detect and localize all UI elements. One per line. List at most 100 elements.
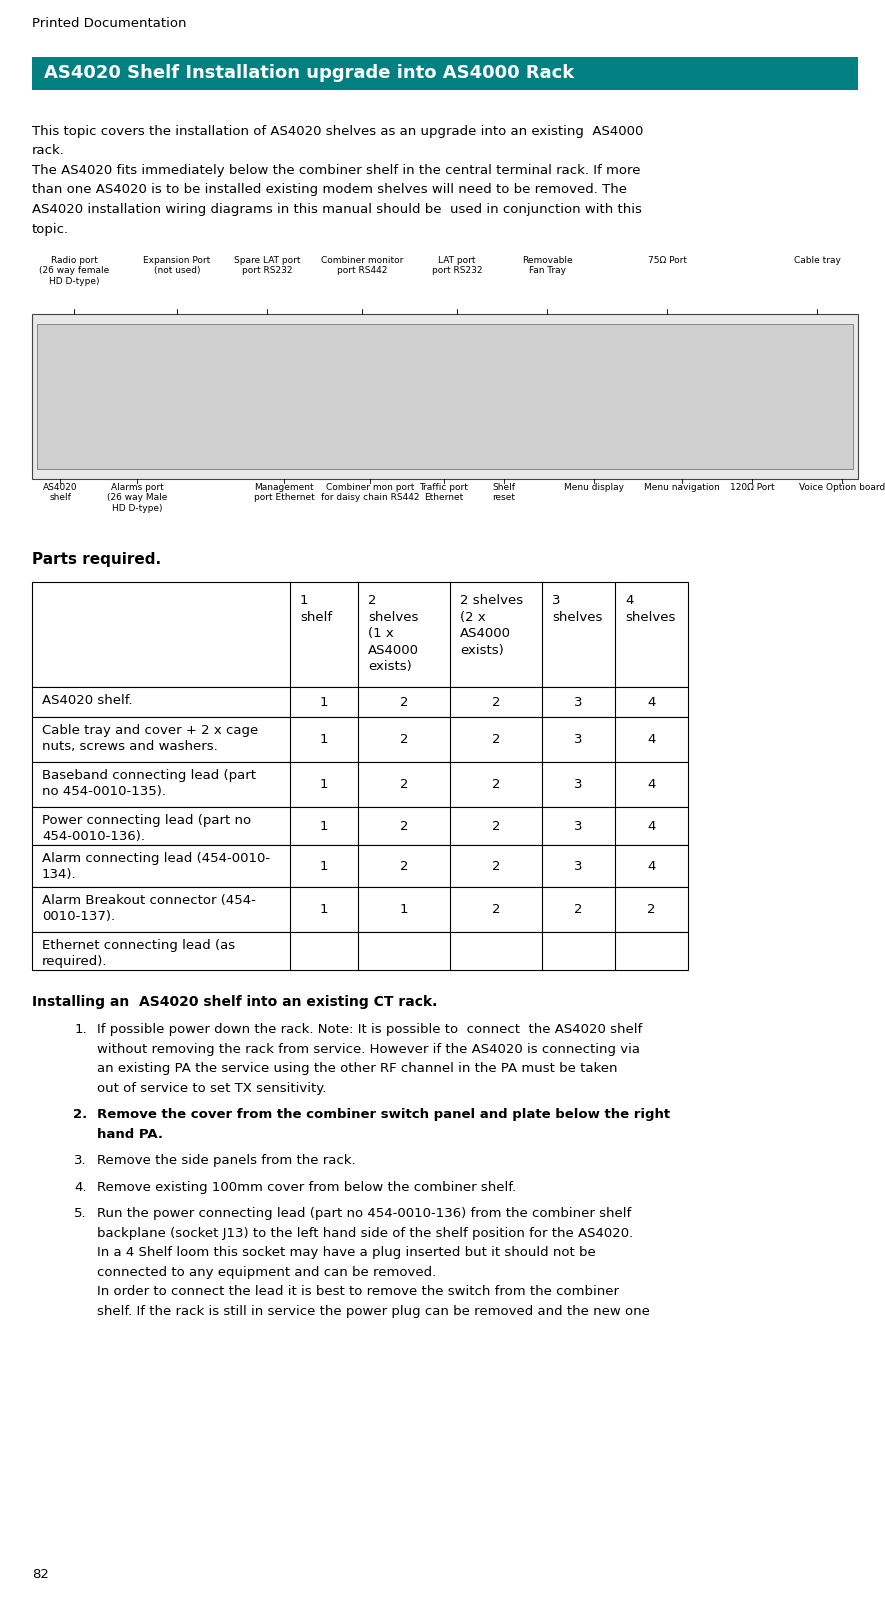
- FancyBboxPatch shape: [32, 582, 688, 688]
- Text: Alarms port
(26 way Male
HD D-type): Alarms port (26 way Male HD D-type): [107, 483, 167, 513]
- Text: Menu navigation: Menu navigation: [644, 483, 720, 492]
- Text: 2
shelves
(1 x
AS4000
exists): 2 shelves (1 x AS4000 exists): [368, 593, 419, 673]
- FancyBboxPatch shape: [32, 716, 688, 763]
- Text: Alarm connecting lead (454-0010-
134).: Alarm connecting lead (454-0010- 134).: [42, 852, 270, 881]
- Text: Radio port
(26 way female
HD D-type): Radio port (26 way female HD D-type): [39, 256, 109, 286]
- Text: If possible power down the rack. Note: It is possible to  connect  the AS4020 sh: If possible power down the rack. Note: I…: [97, 1023, 643, 1036]
- Text: AS4020
shelf: AS4020 shelf: [42, 483, 77, 502]
- Text: Printed Documentation: Printed Documentation: [32, 18, 187, 30]
- Text: 4: 4: [647, 860, 656, 873]
- Text: 2 shelves
(2 x
AS4000
exists): 2 shelves (2 x AS4000 exists): [460, 593, 523, 657]
- Text: 1: 1: [319, 696, 328, 708]
- Text: Menu display: Menu display: [564, 483, 624, 492]
- Text: 1: 1: [400, 903, 408, 916]
- Text: shelf. If the rack is still in service the power plug can be removed and the new: shelf. If the rack is still in service t…: [97, 1305, 650, 1318]
- Text: Shelf
reset: Shelf reset: [492, 483, 515, 502]
- Text: 2: 2: [400, 696, 408, 708]
- Text: 2: 2: [492, 820, 500, 833]
- Text: 2: 2: [492, 860, 500, 873]
- Text: 2: 2: [492, 696, 500, 708]
- Text: 2: 2: [574, 903, 582, 916]
- Text: Run the power connecting lead (part no 454-0010-136) from the combiner shelf: Run the power connecting lead (part no 4…: [97, 1207, 631, 1220]
- Text: Remove existing 100mm cover from below the combiner shelf.: Remove existing 100mm cover from below t…: [97, 1180, 516, 1193]
- Text: 5.: 5.: [74, 1207, 87, 1220]
- Text: 4: 4: [647, 779, 656, 792]
- Text: 4: 4: [647, 732, 656, 747]
- Text: Ethernet connecting lead (as
required).: Ethernet connecting lead (as required).: [42, 939, 235, 967]
- Text: connected to any equipment and can be removed.: connected to any equipment and can be re…: [97, 1265, 436, 1279]
- Text: 2: 2: [492, 732, 500, 747]
- FancyBboxPatch shape: [32, 887, 688, 932]
- Text: Traffic port
Ethernet: Traffic port Ethernet: [419, 483, 468, 502]
- Text: 3: 3: [574, 820, 582, 833]
- Text: Parts required.: Parts required.: [32, 552, 161, 568]
- Text: 2: 2: [400, 860, 408, 873]
- Text: 4: 4: [647, 820, 656, 833]
- Text: rack.: rack.: [32, 144, 65, 157]
- Text: In order to connect the lead it is best to remove the switch from the combiner: In order to connect the lead it is best …: [97, 1286, 619, 1298]
- Text: Power connecting lead (part no
454-0010-136).: Power connecting lead (part no 454-0010-…: [42, 814, 251, 843]
- Text: 2: 2: [400, 779, 408, 792]
- Text: Alarm Breakout connector (454-
0010-137).: Alarm Breakout connector (454- 0010-137)…: [42, 894, 256, 923]
- Text: Baseband connecting lead (part
no 454-0010-135).: Baseband connecting lead (part no 454-00…: [42, 769, 256, 798]
- Text: 3: 3: [574, 779, 582, 792]
- Text: LAT port
port RS232: LAT port port RS232: [432, 256, 482, 275]
- Text: Remove the cover from the combiner switch panel and plate below the right: Remove the cover from the combiner switc…: [97, 1108, 670, 1121]
- Text: Remove the side panels from the rack.: Remove the side panels from the rack.: [97, 1154, 356, 1167]
- Text: 1: 1: [319, 860, 328, 873]
- Text: out of service to set TX sensitivity.: out of service to set TX sensitivity.: [97, 1081, 327, 1094]
- Text: In a 4 Shelf loom this socket may have a plug inserted but it should not be: In a 4 Shelf loom this socket may have a…: [97, 1246, 596, 1258]
- Text: This topic covers the installation of AS4020 shelves as an upgrade into an exist: This topic covers the installation of AS…: [32, 125, 643, 138]
- FancyBboxPatch shape: [32, 763, 688, 807]
- Text: backplane (socket J13) to the left hand side of the shelf position for the AS402: backplane (socket J13) to the left hand …: [97, 1226, 634, 1239]
- FancyBboxPatch shape: [32, 313, 858, 480]
- Text: 1: 1: [319, 732, 328, 747]
- Text: Cable tray and cover + 2 x cage
nuts, screws and washers.: Cable tray and cover + 2 x cage nuts, sc…: [42, 724, 258, 753]
- Text: Expansion Port
(not used): Expansion Port (not used): [143, 256, 211, 275]
- Text: 120Ω Port: 120Ω Port: [730, 483, 774, 492]
- FancyBboxPatch shape: [32, 807, 688, 844]
- Text: 3.: 3.: [74, 1154, 87, 1167]
- Text: 75Ω Port: 75Ω Port: [648, 256, 687, 265]
- Text: The AS4020 fits immediately below the combiner shelf in the central terminal rac: The AS4020 fits immediately below the co…: [32, 165, 641, 177]
- Text: than one AS4020 is to be installed existing modem shelves will need to be remove: than one AS4020 is to be installed exist…: [32, 184, 627, 197]
- Text: Management
port Ethernet: Management port Ethernet: [254, 483, 314, 502]
- Text: Removable
Fan Tray: Removable Fan Tray: [521, 256, 573, 275]
- Text: 2: 2: [400, 820, 408, 833]
- Text: 1.: 1.: [74, 1023, 87, 1036]
- Text: AS4020 shelf.: AS4020 shelf.: [42, 694, 133, 707]
- Text: 1: 1: [319, 903, 328, 916]
- Text: Voice Option board: Voice Option board: [799, 483, 885, 492]
- Text: AS4020 installation wiring diagrams in this manual should be  used in conjunctio: AS4020 installation wiring diagrams in t…: [32, 203, 642, 216]
- Text: topic.: topic.: [32, 222, 69, 235]
- Text: 4.: 4.: [74, 1180, 87, 1193]
- Text: 2: 2: [400, 732, 408, 747]
- FancyBboxPatch shape: [32, 688, 688, 716]
- FancyBboxPatch shape: [37, 325, 853, 469]
- Text: 1
shelf: 1 shelf: [300, 593, 332, 624]
- Text: 3: 3: [574, 732, 582, 747]
- Text: 4: 4: [647, 696, 656, 708]
- Text: 1: 1: [319, 820, 328, 833]
- Text: Cable tray: Cable tray: [794, 256, 841, 265]
- Text: 4
shelves: 4 shelves: [625, 593, 675, 624]
- Text: Combiner mon port
for daisy chain RS442: Combiner mon port for daisy chain RS442: [320, 483, 419, 502]
- FancyBboxPatch shape: [32, 844, 688, 887]
- Text: 2: 2: [492, 903, 500, 916]
- Text: 2: 2: [647, 903, 656, 916]
- Text: 2: 2: [492, 779, 500, 792]
- FancyBboxPatch shape: [32, 932, 688, 971]
- Text: 82: 82: [32, 1569, 49, 1581]
- Text: Combiner monitor
port RS442: Combiner monitor port RS442: [320, 256, 404, 275]
- Text: 1: 1: [319, 779, 328, 792]
- Text: 3: 3: [574, 860, 582, 873]
- Text: 3: 3: [574, 696, 582, 708]
- Text: without removing the rack from service. However if the AS4020 is connecting via: without removing the rack from service. …: [97, 1043, 640, 1055]
- Text: 3
shelves: 3 shelves: [552, 593, 603, 624]
- Text: hand PA.: hand PA.: [97, 1127, 163, 1140]
- Text: Spare LAT port
port RS232: Spare LAT port port RS232: [234, 256, 300, 275]
- Text: 2.: 2.: [73, 1108, 87, 1121]
- Text: Installing an  AS4020 shelf into an existing CT rack.: Installing an AS4020 shelf into an exist…: [32, 995, 437, 1009]
- Text: an existing PA the service using the other RF channel in the PA must be taken: an existing PA the service using the oth…: [97, 1062, 618, 1075]
- FancyBboxPatch shape: [32, 58, 858, 90]
